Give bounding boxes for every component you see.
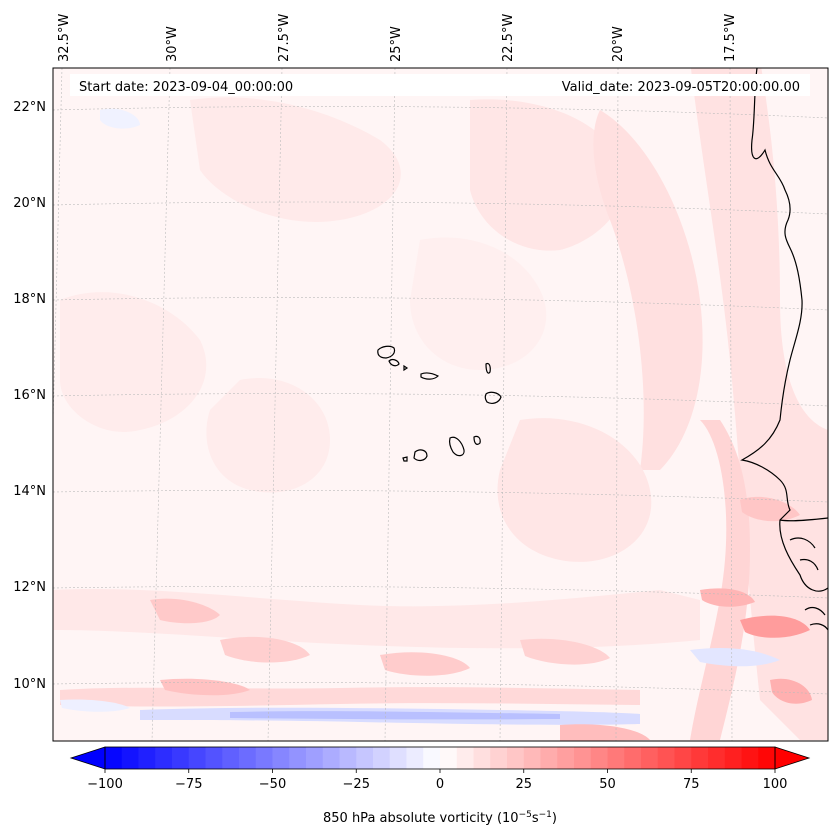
colorbar-tick-label: 100: [763, 777, 788, 792]
colorbar-segment: [222, 747, 240, 769]
colorbar-segment: [205, 747, 223, 769]
colorbar-label: 850 hPa absolute vorticity (10−5s−1): [323, 810, 557, 826]
colorbar-segment: [423, 747, 441, 769]
colorbar-segment: [356, 747, 374, 769]
colorbar-tick-label: −100: [87, 777, 123, 792]
lon-label: 22.5°W: [501, 14, 516, 62]
colorbar-segment: [406, 747, 424, 769]
colorbar-segment: [523, 747, 542, 769]
lon-label: 27.5°W: [277, 14, 292, 62]
colorbar-segment: [708, 747, 726, 769]
lat-label: 10°N: [13, 677, 46, 692]
colorbar-tick-label: 0: [436, 777, 444, 792]
colorbar-segment: [322, 747, 341, 769]
colorbar-segment: [758, 747, 776, 769]
colorbar-segment: [172, 747, 190, 769]
lon-label: 30°W: [165, 26, 180, 62]
colorbar-segment: [239, 747, 257, 769]
colorbar: [69, 746, 811, 770]
latitude-labels: 22°N 20°N 18°N 16°N 14°N 12°N 10°N: [13, 100, 46, 692]
colorbar-segment: [255, 747, 274, 769]
colorbar-segment: [389, 747, 408, 769]
colorbar-segment: [121, 747, 140, 769]
colorbar-tick-label: 75: [683, 777, 700, 792]
header-band: [70, 74, 810, 96]
lon-label: 32.5°W: [57, 14, 72, 62]
colorbar-segment: [306, 747, 324, 769]
colorbar-tick-label: −75: [175, 777, 202, 792]
colorbar-segment: [641, 747, 659, 769]
valid-date-label: Valid_date: 2023-09-05T20:00:00.00: [562, 80, 800, 95]
colorbar-segment: [507, 747, 525, 769]
colorbar-segment: [657, 747, 676, 769]
colorbar-segment: [440, 747, 458, 769]
lat-label: 16°N: [13, 388, 46, 403]
lat-label: 14°N: [13, 484, 46, 499]
colorbar-segment: [674, 747, 692, 769]
colorbar-segment: [339, 747, 357, 769]
colorbar-segment: [691, 747, 709, 769]
colorbar-segment: [724, 747, 743, 769]
colorbar-segment: [138, 747, 156, 769]
colorbar-segment: [624, 747, 642, 769]
start-date-label: Start date: 2023-09-04_00:00:00: [79, 80, 293, 95]
lat-label: 22°N: [13, 100, 46, 115]
colorbar-high-extension: [774, 746, 811, 770]
graticule: [53, 68, 828, 741]
colorbar-segment: [473, 747, 491, 769]
colorbar-segment: [741, 747, 759, 769]
colorbar-tick-label: −50: [259, 777, 286, 792]
colorbar-segment: [574, 747, 592, 769]
colorbar-ticks: −100 −75 −50 −25 0 25 50 75 100: [87, 769, 787, 792]
colorbar-tick-label: −25: [343, 777, 370, 792]
colorbar-segment: [373, 747, 391, 769]
colorbar-segment: [105, 747, 123, 769]
cape-verde-islands: [377, 345, 502, 462]
lon-label: 25°W: [389, 26, 404, 62]
colorbar-low-extension: [69, 746, 106, 770]
map-frame: [52, 67, 829, 742]
coastline: [740, 68, 828, 631]
colorbar-segment: [188, 747, 207, 769]
colorbar-segment: [289, 747, 307, 769]
colorbar-segment: [490, 747, 508, 769]
lat-label: 20°N: [13, 196, 46, 211]
colorbar-segment: [540, 747, 558, 769]
lon-label: 20°W: [611, 26, 626, 62]
colorbar-tick-label: 25: [515, 777, 532, 792]
vorticity-field: [53, 68, 828, 741]
colorbar-segment: [155, 747, 173, 769]
lat-label: 18°N: [13, 292, 46, 307]
lat-label: 12°N: [13, 580, 46, 595]
colorbar-segment: [272, 747, 290, 769]
colorbar-segment: [456, 747, 475, 769]
lon-label: 17.5°W: [723, 14, 738, 62]
colorbar-tick-label: 50: [599, 777, 616, 792]
colorbar-segment: [557, 747, 575, 769]
longitude-labels: 32.5°W 30°W 27.5°W 25°W 22.5°W 20°W 17.5…: [57, 14, 738, 62]
colorbar-segment: [590, 747, 609, 769]
colorbar-segment: [607, 747, 625, 769]
